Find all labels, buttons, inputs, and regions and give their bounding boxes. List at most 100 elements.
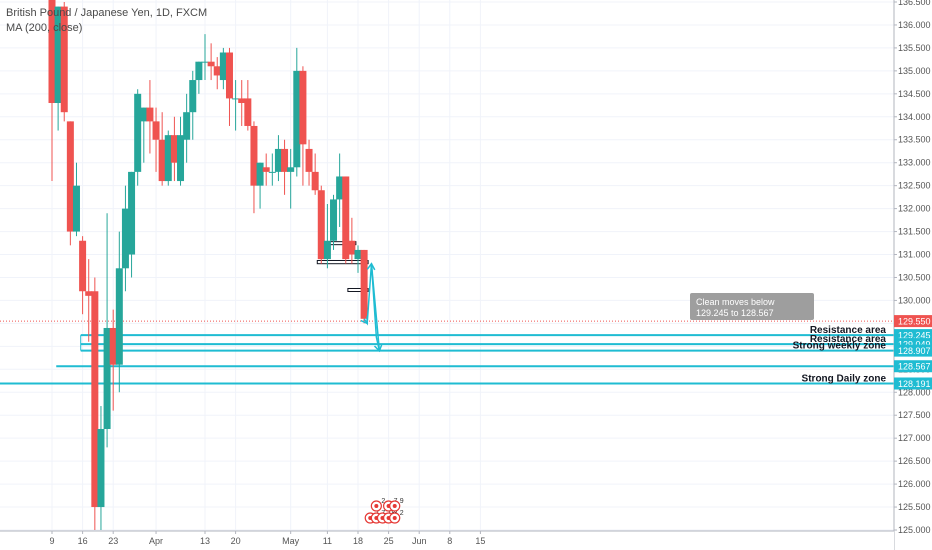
price-tick-label: 125.000 — [898, 525, 931, 535]
candle-body — [97, 428, 105, 508]
candle-body — [317, 190, 325, 260]
event-marker-count: 2 — [381, 498, 385, 505]
price-axis[interactable]: 125.000 125.500 126.000 126.500 127.000 127.5… — [893, 0, 932, 550]
price-tick-label: 127.000 — [898, 433, 931, 443]
candle-body — [128, 171, 136, 255]
candle-body — [323, 240, 331, 260]
time-tick-label: 13 — [200, 536, 210, 546]
candle-body — [79, 240, 87, 292]
time-tick-label: 8 — [447, 536, 452, 546]
candle-body — [281, 148, 289, 172]
candle-body — [103, 327, 111, 429]
time-tick-label: 16 — [78, 536, 88, 546]
candle-body — [256, 162, 264, 186]
current-price-badge[interactable] — [894, 315, 932, 328]
time-tick-label: Jun — [412, 536, 427, 546]
price-tick-label: 134.500 — [898, 89, 931, 99]
level-price-badge-label: 128.191 — [898, 379, 931, 389]
candle-body — [60, 6, 68, 113]
time-tick-label: 9 — [49, 536, 54, 546]
candle-body — [164, 135, 172, 182]
symbol-title[interactable]: British Pound / Japanese Yen, 1D, FXCM — [6, 7, 208, 19]
price-tick-label: 132.500 — [898, 181, 931, 191]
candle-body — [219, 52, 227, 81]
level-price-badge[interactable] — [894, 360, 932, 373]
projection-path-2[interactable] — [370, 263, 381, 352]
candle-body — [311, 171, 319, 191]
price-tick-label: 135.000 — [898, 66, 931, 76]
level-label[interactable]: Strong weekly zone — [793, 341, 887, 352]
candle-body — [152, 121, 160, 140]
candles — [48, 0, 368, 530]
candle-body — [207, 61, 215, 67]
candle-body — [342, 176, 350, 260]
event-marker-count: 2 — [400, 510, 404, 517]
zone-box[interactable] — [347, 287, 369, 292]
candle-body — [158, 139, 166, 182]
price-tick-label: 125.500 — [898, 502, 931, 512]
candle-body — [201, 61, 209, 63]
level-price-badge[interactable] — [894, 344, 932, 357]
time-tick-label: 15 — [475, 536, 485, 546]
level-label[interactable]: Resistance area — [810, 334, 887, 345]
time-tick-label: Apr — [149, 536, 163, 546]
price-tick-label: 130.000 — [898, 295, 931, 305]
level-price-badge[interactable] — [894, 377, 932, 390]
level-label[interactable]: Strong Daily zone — [802, 373, 887, 384]
price-tick-label: 131.000 — [898, 250, 931, 260]
candle-body — [109, 327, 117, 365]
candle-body — [354, 249, 362, 260]
candle-body — [299, 70, 307, 145]
candle-body — [183, 112, 191, 140]
annotation-callout[interactable]: Clean moves below 129.245 to 128.567 — [690, 293, 814, 320]
candle-body — [140, 107, 148, 122]
candle-body — [268, 171, 276, 173]
zone-box[interactable] — [316, 259, 369, 265]
event-markers[interactable]: 771832279 — [364, 498, 404, 524]
projection-arrows[interactable] — [360, 262, 383, 353]
time-axis[interactable]: 9 16 23 Apr 13 20 May 11 18 25 Jun 8 15 — [0, 530, 894, 550]
arrow-head — [366, 262, 376, 271]
price-tick-label: 134.000 — [898, 112, 931, 122]
level-label[interactable]: Resistance area — [810, 325, 887, 336]
candle-body — [213, 66, 221, 76]
price-tick-label: 130.500 — [898, 272, 931, 282]
candle-body — [48, 0, 56, 104]
time-tick-label: 23 — [108, 536, 118, 546]
candle-body — [330, 199, 338, 241]
candle-body — [72, 185, 80, 232]
candle-body — [305, 148, 313, 172]
price-axis-bg — [894, 0, 932, 550]
candle-body — [177, 135, 185, 182]
candle-body — [195, 61, 203, 81]
candle-body — [66, 121, 74, 232]
event-marker-dot — [374, 504, 379, 508]
time-tick-label: 20 — [231, 536, 241, 546]
price-tick-label: 132.000 — [898, 204, 931, 214]
price-tick-label: 126.500 — [898, 456, 931, 466]
indicator-label[interactable]: MA (200, close) — [6, 22, 83, 34]
candle-body — [293, 70, 301, 168]
price-tick-label: 136.000 — [898, 20, 931, 30]
price-tick-label: 133.000 — [898, 158, 931, 168]
candle-body — [360, 249, 368, 319]
candle-body — [262, 167, 270, 172]
event-marker-dot — [392, 504, 397, 508]
candle-body — [189, 80, 197, 113]
candle-body — [250, 125, 258, 186]
time-tick-label: 11 — [323, 536, 332, 546]
candle-body — [91, 291, 99, 508]
candle-body — [115, 268, 123, 365]
event-marker-count: 9 — [400, 498, 404, 505]
candle-body — [238, 98, 246, 104]
candle-body — [287, 167, 295, 172]
time-tick-label: 18 — [353, 536, 363, 546]
price-tick-label: 126.000 — [898, 479, 931, 489]
time-tick-label: May — [282, 536, 300, 546]
candle-body — [170, 135, 178, 163]
level-price-badge-label: 128.907 — [898, 346, 931, 356]
candle-body — [274, 148, 282, 172]
candle-body — [85, 291, 93, 296]
